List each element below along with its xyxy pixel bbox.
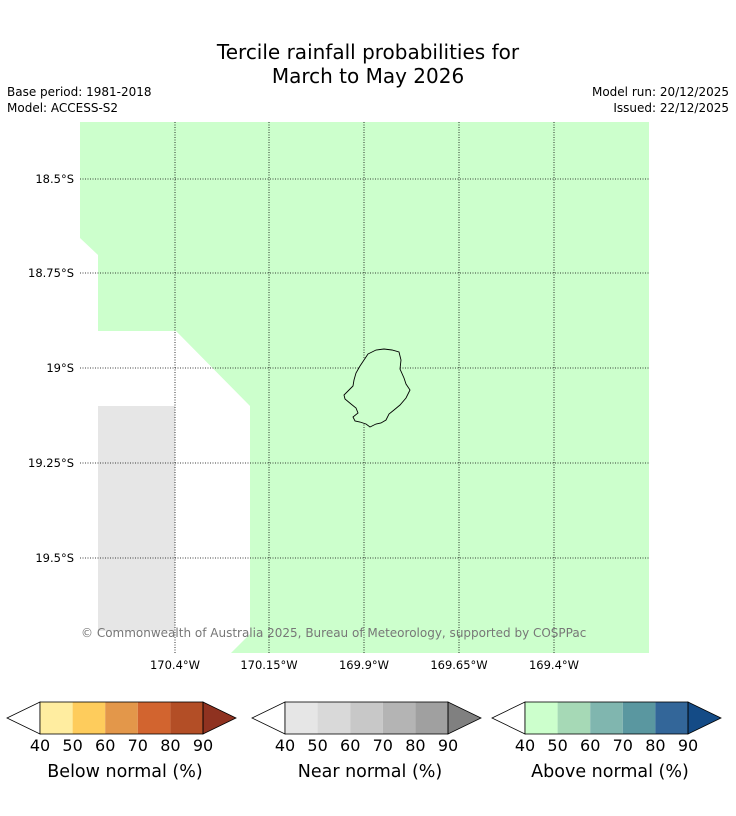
colorbar-over-extension: [447, 701, 482, 735]
colorbar-tick-label: 60: [340, 736, 361, 755]
map-canvas: [80, 122, 649, 653]
colorbar-tick-label: 90: [677, 736, 699, 755]
lat-label-18-75: 18.75°S: [28, 266, 74, 280]
colorbar-tick-label: 90: [192, 736, 214, 755]
lat-label-19: 19°S: [46, 361, 74, 375]
legend-below-normal: Below normal (%) 40 50 60 70 80 90: [5, 700, 245, 790]
map-title-line1: Tercile rainfall probabilities for: [216, 40, 520, 64]
colorbar-segment: [105, 702, 138, 734]
colorbar-tick-label: 50: [62, 736, 83, 755]
lon-label-169-9: 169.9°W: [338, 658, 390, 672]
colorbar-segment: [557, 702, 591, 734]
colorbar-under-extension: [491, 701, 526, 735]
metadata-left: Base period: 1981-2018 Model: ACCESS-S2: [7, 84, 152, 116]
legend-title-below-normal: Below normal (%): [47, 762, 203, 782]
model-run-text: Model run: 20/12/2025: [591, 85, 729, 99]
lon-label-170-15: 170.15°W: [240, 658, 298, 672]
colorbar-tick-label: 60: [580, 736, 601, 755]
copyright-notice: © Commonwealth of Australia 2025, Bureau…: [81, 626, 587, 640]
colorbar-tick-label: 60: [95, 736, 116, 755]
colorbar-tick-label: 70: [612, 736, 633, 755]
colorbar-segment: [350, 702, 383, 734]
lat-label-18-5: 18.5°S: [35, 172, 74, 186]
colorbar-segment: [317, 702, 351, 734]
colorbar-near-normal: [251, 701, 482, 735]
lat-label-19-5: 19.5°S: [35, 551, 74, 565]
metadata-right: Model run: 20/12/2025 Issued: 22/12/2025: [592, 84, 729, 116]
legend-title-near-normal: Near normal (%): [297, 762, 443, 782]
map-title-line2: March to May 2026: [271, 64, 465, 88]
lon-label-170-4: 170.4°W: [149, 658, 201, 672]
model-text: Model: ACCESS-S2: [7, 101, 119, 115]
colorbar-segment: [622, 702, 656, 734]
colorbar-tick-label: 40: [514, 736, 536, 755]
colorbar-segment: [655, 702, 688, 734]
colorbar-segment: [170, 702, 203, 734]
colorbar-tick-label: 40: [29, 736, 51, 755]
colorbar-frame: [39, 701, 204, 735]
colorbar-frame: [524, 701, 689, 735]
colorbar-segment: [285, 702, 318, 734]
colorbar-tick-label: 50: [307, 736, 328, 755]
legend-near-normal: Near normal (%) 40 50 60 70 80 90: [250, 700, 490, 790]
colorbar-above-normal: [491, 701, 722, 735]
lon-label-169-65: 169.65°W: [430, 658, 488, 672]
colorbar-tick-label: 80: [160, 736, 181, 755]
colorbar-tick-label: 80: [405, 736, 426, 755]
colorbar-under-extension: [6, 701, 41, 735]
colorbar-under-extension: [251, 701, 286, 735]
base-period-text: Base period: 1981-2018: [7, 85, 152, 99]
colorbar-tick-label: 90: [437, 736, 459, 755]
colorbar-tick-label: 70: [372, 736, 393, 755]
island-outline: [343, 348, 411, 428]
legend-title-above-normal: Above normal (%): [531, 762, 689, 782]
near-normal-region: [98, 406, 175, 631]
lat-label-19-25: 19.25°S: [28, 456, 74, 470]
colorbar-segment: [137, 702, 171, 734]
colorbar-below-normal: [6, 701, 237, 735]
colorbar-frame: [284, 701, 449, 735]
colorbar-tick-label: 40: [274, 736, 296, 755]
lon-label-169-4: 169.4°W: [528, 658, 580, 672]
colorbar-tick-label: 80: [645, 736, 666, 755]
colorbar-segment: [382, 702, 416, 734]
colorbar-segment: [415, 702, 448, 734]
colorbar-segment: [72, 702, 106, 734]
colorbar-segment: [590, 702, 623, 734]
legend-above-normal: Above normal (%) 40 50 60 70 80 90: [490, 700, 730, 790]
colorbar-tick-label: 50: [547, 736, 568, 755]
colorbar-segment: [525, 702, 558, 734]
map-area: 18.5°S 18.75°S 19°S 19.25°S 19.5°S 170.4…: [28, 122, 649, 672]
colorbar-tick-label: 70: [127, 736, 148, 755]
colorbar-over-extension: [202, 701, 237, 735]
issued-text: Issued: 22/12/2025: [613, 101, 729, 115]
colorbar-over-extension: [687, 701, 722, 735]
colorbar-segment: [40, 702, 73, 734]
